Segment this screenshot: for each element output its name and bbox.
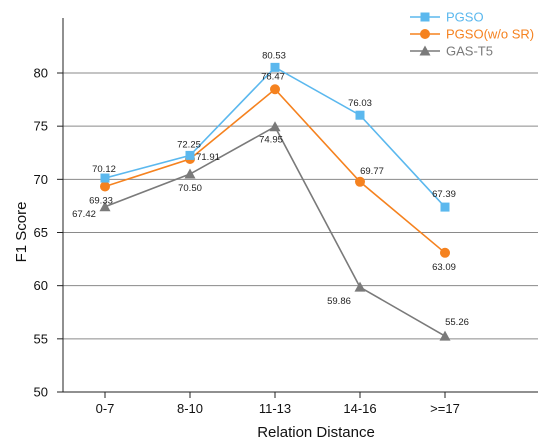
data-label: 59.86	[327, 296, 351, 307]
data-label: 67.39	[432, 189, 456, 200]
square-marker	[100, 173, 110, 183]
series-lines	[99, 62, 451, 341]
y-tick-label: 75	[34, 119, 48, 134]
square-marker	[420, 12, 430, 22]
y-tick-label: 70	[34, 172, 48, 187]
data-label: 80.53	[262, 50, 286, 61]
grid-lines	[63, 72, 538, 340]
data-label: 67.42	[72, 209, 96, 220]
circle-marker	[420, 29, 430, 39]
legend-label: GAS-T5	[446, 44, 493, 59]
x-tick-label: >=17	[430, 401, 460, 416]
y-axis-title: F1 Score	[13, 202, 30, 263]
legend-item: PGSO	[410, 10, 484, 25]
legend-label: PGSO(w/o SR)	[446, 27, 534, 42]
square-marker	[355, 110, 365, 120]
y-tick-label: 50	[34, 385, 48, 400]
data-label: 76.03	[348, 98, 372, 109]
y-tick-label: 80	[34, 66, 48, 81]
axes: 50 55 60 65 70 75 80 0-7 8-10 11-13 14-16 >=17	[34, 18, 538, 416]
data-label: 63.09	[432, 262, 456, 273]
series-pgso-w-o-sr-	[100, 84, 450, 258]
x-tick-label: 11-13	[259, 401, 291, 416]
x-axis-title: Relation Distance	[257, 424, 375, 441]
triangle-marker	[354, 281, 366, 292]
series-pgso	[100, 62, 450, 212]
series-line	[104, 88, 446, 254]
square-marker	[440, 202, 450, 212]
series-line	[104, 125, 446, 337]
data-labels: 70.12 72.25 80.53 76.03 67.39 69.33 71.91 78.47…	[72, 50, 469, 328]
circle-marker	[100, 181, 110, 192]
triangle-marker	[439, 330, 451, 341]
x-tick-label: 14-16	[343, 401, 376, 416]
x-tick-label: 0-7	[96, 401, 115, 416]
data-label: 74.95	[259, 135, 283, 146]
data-label: 70.12	[92, 164, 116, 175]
x-tick-label: 8-10	[177, 401, 203, 416]
triangle-marker	[99, 201, 111, 212]
triangle-marker	[419, 45, 431, 56]
circle-marker	[440, 247, 450, 258]
data-label: 55.26	[445, 317, 469, 328]
circle-marker	[270, 84, 280, 95]
data-label: 69.33	[89, 195, 113, 206]
data-label: 78.47	[261, 71, 285, 82]
legend-item: PGSO(w/o SR)	[410, 27, 534, 42]
data-label: 70.50	[178, 183, 202, 194]
legend-item: GAS-T5	[410, 44, 493, 59]
y-tick-label: 60	[34, 278, 48, 293]
square-marker	[270, 62, 280, 72]
data-label: 71.91	[196, 152, 220, 163]
data-label: 72.25	[177, 139, 201, 150]
legend-label: PGSO	[446, 10, 484, 25]
y-tick-label: 55	[34, 331, 48, 346]
circle-marker	[355, 176, 365, 187]
y-tick-label: 65	[34, 225, 48, 240]
series-gas-t5	[99, 121, 451, 341]
data-label: 69.77	[360, 166, 384, 177]
triangle-marker	[269, 121, 281, 132]
square-marker	[185, 150, 195, 160]
legend: PGSO PGSO(w/o SR) GAS-T5	[410, 10, 534, 59]
triangle-marker	[184, 168, 196, 179]
